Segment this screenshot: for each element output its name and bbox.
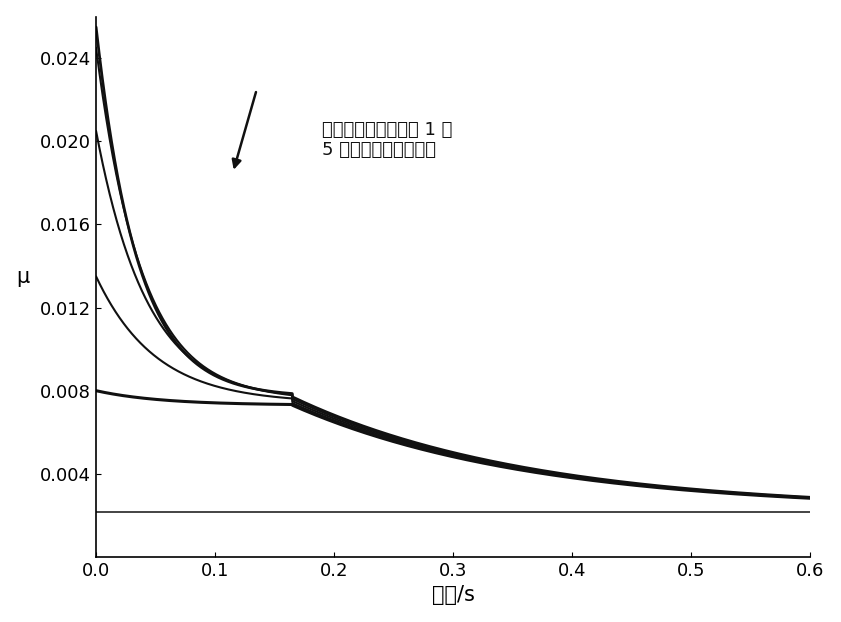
X-axis label: 时间/s: 时间/s [431, 585, 474, 605]
Y-axis label: μ: μ [17, 267, 30, 287]
Text: 由下至上依次对应第 1 至
5 次转速阶跃响应曲线: 由下至上依次对应第 1 至 5 次转速阶跃响应曲线 [322, 121, 452, 159]
